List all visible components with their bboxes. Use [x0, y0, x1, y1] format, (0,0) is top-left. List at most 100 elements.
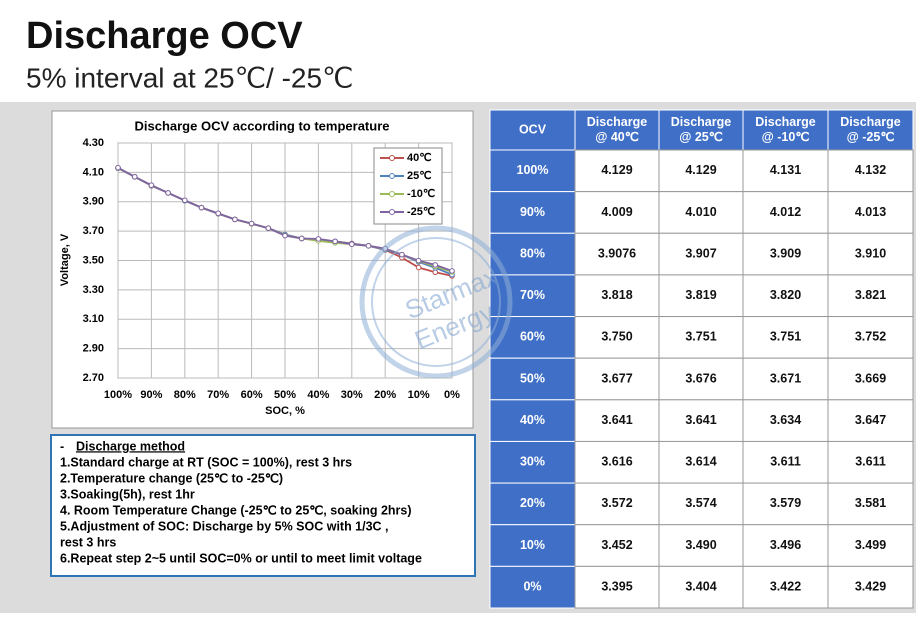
chart-title: Discharge OCV according to temperature [134, 118, 389, 133]
cell-text: 3.818 [601, 288, 632, 302]
cell-text: 4.131 [770, 163, 801, 177]
cell-text: 3.677 [601, 371, 632, 385]
table-cell [827, 399, 914, 442]
data-point [399, 251, 405, 258]
cell-text: 50% [520, 371, 545, 385]
cell-text: 3.909 [770, 246, 801, 260]
legend-label: 40℃ [407, 152, 432, 164]
cell-text: 4.009 [601, 205, 632, 219]
table-cell [574, 565, 660, 609]
table: OCV Discharge @ 40℃ Discharge @ 25℃ Discharge… [489, 109, 914, 609]
x-tick-label: 60% [241, 389, 263, 401]
table-cell [827, 232, 914, 276]
y-tick-label: 3.30 [83, 284, 104, 296]
cell-text: 20% [520, 496, 545, 510]
cell-text: 3.429 [855, 579, 886, 593]
cell-text: 3.752 [855, 330, 886, 344]
cell-text: 3.9076 [598, 246, 636, 260]
table-cell [574, 316, 660, 359]
table-cell [489, 357, 576, 401]
table-cell [827, 565, 914, 609]
cell-text: 3.422 [770, 579, 801, 593]
y-tick-label: 4.30 [83, 137, 104, 149]
cell-text: 3.671 [770, 371, 801, 385]
data-point [198, 204, 205, 211]
legend-marker [389, 191, 395, 197]
table-cell [742, 274, 829, 318]
data-point [365, 243, 372, 249]
cell-text: 60% [520, 330, 545, 344]
x-axis-label: SOC, % [265, 405, 305, 417]
data-point [115, 164, 121, 171]
data-point [415, 257, 422, 264]
method-line: 1.Standard charge at RT (SOC = 100%), re… [60, 455, 352, 469]
data-point [265, 225, 272, 231]
y-tick-label: 3.10 [83, 313, 104, 325]
method-line: 6.Repeat step 2~5 until SOC=0% or until … [60, 551, 422, 565]
cell-text: 3.669 [855, 371, 886, 385]
table-cell [742, 399, 829, 442]
table-cell [489, 440, 576, 484]
y-axis-label: Voltage, V [59, 233, 71, 286]
cell-text: 100% [517, 163, 549, 177]
cell-text: 3.750 [601, 330, 632, 344]
cell-text: 3.572 [601, 496, 632, 510]
table-cell [742, 232, 829, 276]
y-tick-label: 3.70 [83, 225, 104, 237]
method-line: 4. Room Temperature Change (-25℃ to 25℃,… [60, 503, 412, 517]
cell-text: 3.616 [601, 455, 632, 469]
cell-text: 3.404 [685, 579, 716, 593]
cell-text: 4.129 [685, 163, 716, 177]
header-text: Discharge @ 25℃ [671, 115, 731, 144]
method-line: 2.Temperature change (25℃ to -25℃) [60, 471, 283, 485]
legend-marker [389, 155, 395, 161]
cell-text: 4.012 [770, 205, 801, 219]
cell-text: 3.751 [685, 330, 716, 344]
x-tick-label: 70% [207, 389, 229, 401]
table-cell [658, 191, 744, 234]
cell-text: 3.490 [685, 538, 716, 552]
data-point [215, 210, 221, 217]
cell-text: 90% [520, 205, 545, 219]
method-line: 3.Soaking(5h), rest 1hr [60, 487, 195, 501]
cell-text: 70% [520, 288, 545, 302]
cell-text: 3.676 [685, 371, 716, 385]
table-cell [574, 357, 660, 401]
y-tick-label: 3.90 [83, 196, 104, 208]
legend-label: 25℃ [407, 170, 432, 182]
cell-text: 3.611 [770, 455, 801, 469]
table-cell [742, 191, 829, 234]
cell-text: 4.013 [855, 205, 886, 219]
cell-text: 3.581 [855, 496, 886, 510]
table-cell [658, 232, 744, 276]
legend-marker [389, 173, 395, 179]
cell-text: 30% [520, 455, 545, 469]
table-cell [574, 232, 660, 276]
data-point [148, 182, 155, 188]
method-title: Discharge method [76, 439, 185, 453]
table-cell [742, 357, 829, 401]
header-cell [489, 109, 576, 151]
cell-text: 0% [523, 579, 541, 593]
cell-text: 3.452 [601, 538, 632, 552]
table-cell [489, 482, 576, 526]
cell-text: 3.641 [601, 413, 632, 427]
cell-text: 80% [520, 246, 545, 260]
data-point [248, 220, 255, 227]
legend-label: -25℃ [407, 206, 435, 218]
table-cell [827, 191, 914, 234]
data-point [282, 232, 288, 239]
data-point [315, 236, 322, 242]
table-cell [742, 524, 829, 567]
table-cell [489, 565, 576, 609]
method-line: 5.Adjustment of SOC: Discharge by 5% SOC… [60, 519, 389, 533]
x-tick-label: 10% [408, 389, 430, 401]
data-point [449, 268, 455, 274]
cell-text: 4.132 [855, 163, 886, 177]
table-cell [489, 274, 576, 318]
table-cell [827, 149, 914, 193]
table-cell [574, 274, 660, 318]
x-tick-label: 0% [444, 389, 460, 401]
cell-text: 3.910 [855, 246, 886, 260]
